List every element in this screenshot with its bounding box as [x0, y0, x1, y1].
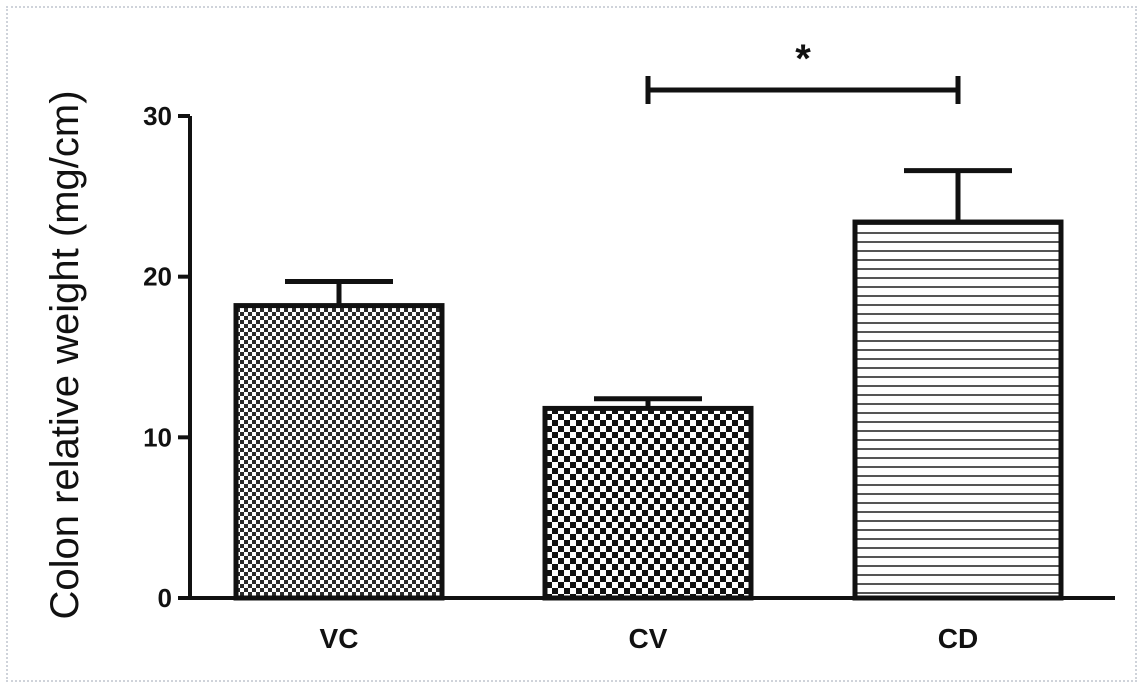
error-bars [285, 168, 1012, 409]
y-tick-label: 30 [143, 101, 172, 131]
y-tick-labels: 0 10 20 30 [143, 101, 172, 613]
y-axis-label: Colon relative weight (mg/cm) [43, 90, 87, 619]
bar-cd [852, 219, 1064, 601]
x-category-labels: VC CV CD [320, 623, 979, 654]
y-tick-label: 10 [143, 422, 172, 452]
x-tick-label: CD [938, 623, 978, 654]
y-tick-label: 0 [158, 583, 172, 613]
significance-label: * [795, 37, 811, 81]
x-tick-label: VC [320, 623, 359, 654]
bar-cv [542, 405, 754, 601]
x-tick-label: CV [629, 623, 668, 654]
bars [233, 219, 1064, 601]
y-tick-label: 20 [143, 262, 172, 292]
significance-bracket: * [645, 37, 961, 104]
bar-vc [233, 303, 445, 601]
